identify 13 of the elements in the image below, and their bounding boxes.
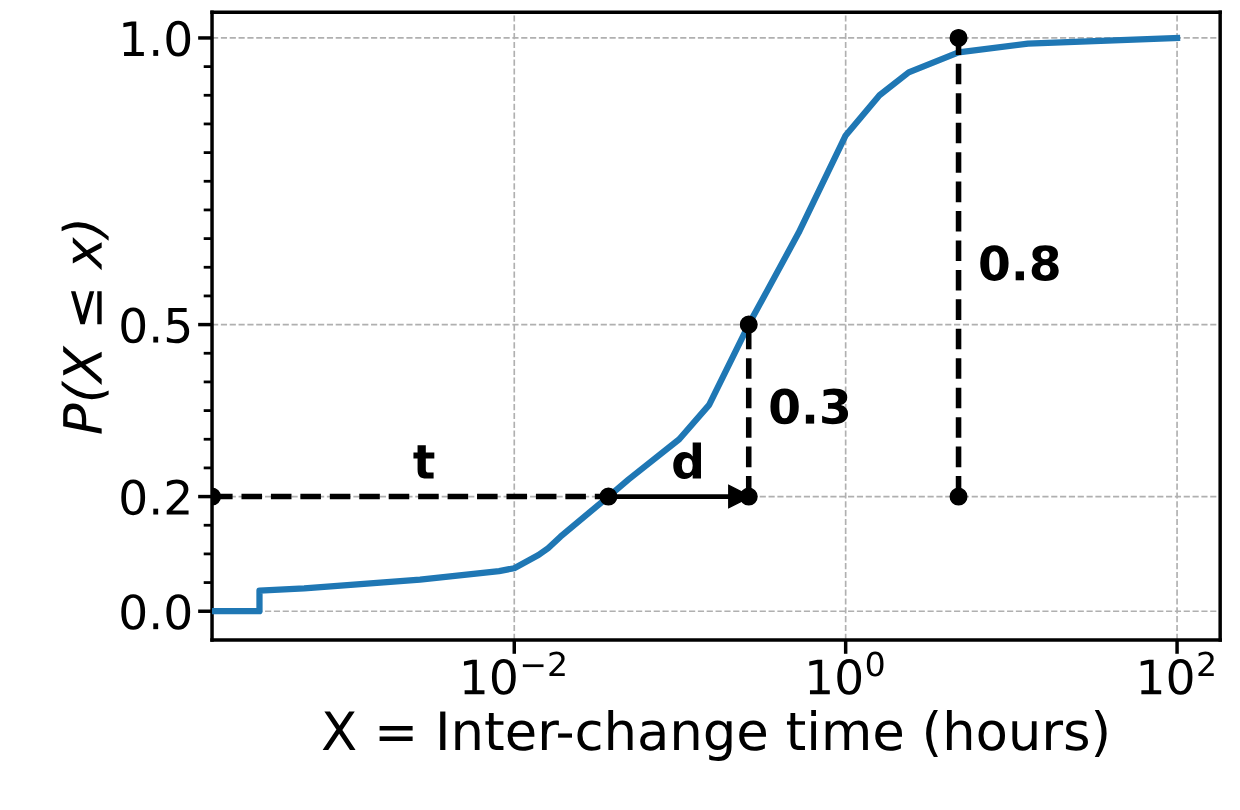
x-axis-title: X = Inter-change time (hours) <box>322 709 1107 761</box>
annotation: 0.3 <box>770 388 849 425</box>
x-tick-label: 10$^{2}$ <box>1140 651 1214 695</box>
y-axis-title: P(X ≤ x) <box>61 222 109 434</box>
y-tick-label: 1.0 <box>123 20 191 57</box>
y-tick-label: 0.5 <box>121 307 190 344</box>
annotation: d <box>673 442 701 480</box>
x-tick-label: 10$^{−2}$ <box>463 651 565 695</box>
y-tick-label: 0.0 <box>121 594 191 630</box>
annotation: 0.8 <box>980 245 1059 281</box>
y-tick-label: 0.2 <box>121 479 189 516</box>
x-tick-label: 10$^{0}$ <box>809 651 884 695</box>
annotation: t <box>413 445 435 479</box>
